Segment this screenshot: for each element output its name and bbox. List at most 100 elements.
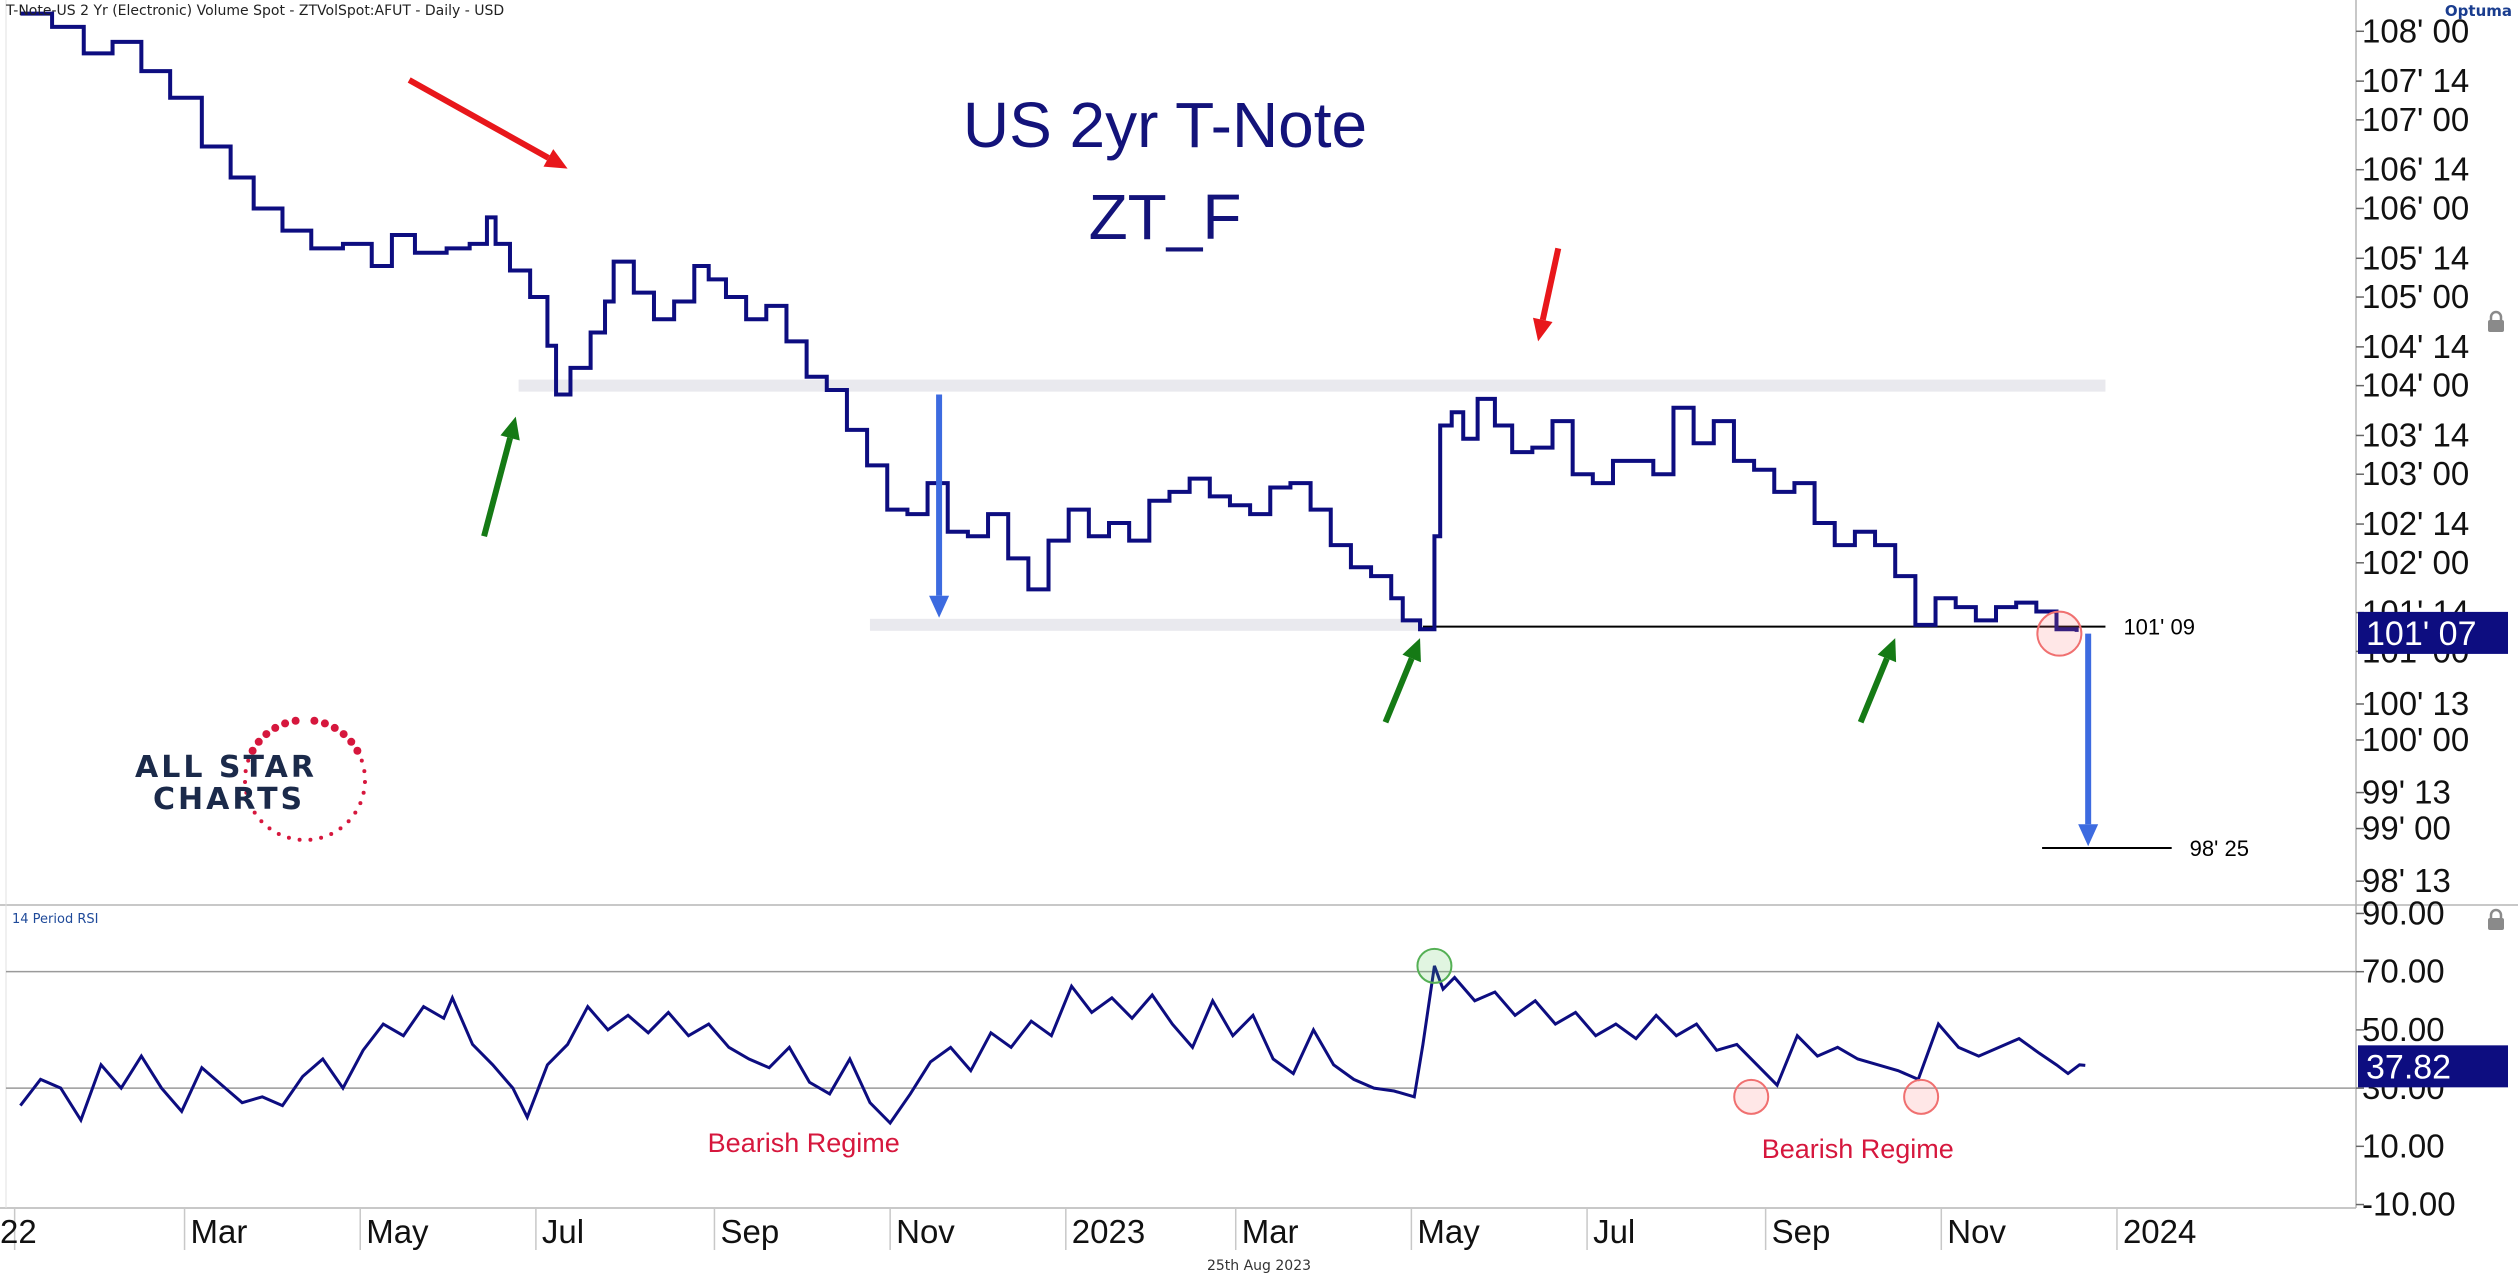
price-tick-label: 102' 00 — [2362, 544, 2469, 581]
chart-subtitle: ZT_F — [1088, 181, 1242, 253]
price-tick-label: 104' 14 — [2362, 328, 2469, 365]
chart-title: US 2yr T-Note — [962, 89, 1368, 161]
time-tick-label: 2024 — [2123, 1213, 2196, 1250]
brand-star — [347, 737, 356, 746]
brand-star — [246, 758, 251, 763]
time-tick-label: Sep — [1772, 1213, 1831, 1250]
green-arrow-head — [1402, 638, 1421, 663]
brand-star — [339, 730, 348, 739]
brand-star — [297, 837, 302, 842]
lock-icon[interactable] — [2488, 908, 2504, 930]
brand-star — [291, 716, 300, 725]
red-arrow-head — [543, 149, 568, 169]
price-tick-label: 106' 00 — [2362, 189, 2469, 226]
time-tick-label: Sep — [720, 1213, 779, 1250]
brand-star — [248, 746, 257, 755]
time-tick-label: May — [1417, 1213, 1480, 1250]
provider-logo: Optuma — [2444, 2, 2512, 20]
brand-star — [286, 835, 291, 840]
blue-arrow-head — [2078, 824, 2099, 847]
brand-star — [362, 769, 367, 774]
time-tick-label: 2023 — [1072, 1213, 1145, 1250]
rsi-panel-label: 14 Period RSI — [12, 912, 99, 927]
time-tick-label: May — [366, 1213, 429, 1250]
red-arrow-shaft — [407, 77, 550, 161]
green-arrow-head — [500, 416, 520, 441]
bearish-regime-label: Bearish Regime — [708, 1128, 900, 1158]
price-tick-label: 98' 13 — [2362, 862, 2451, 899]
price-tick-label: 100' 13 — [2362, 685, 2469, 722]
price-tick-label: 107' 00 — [2362, 101, 2469, 138]
sr-zone — [518, 379, 2106, 392]
brand-star — [346, 819, 351, 824]
brand-star — [358, 801, 363, 806]
brand-star — [254, 737, 263, 746]
annotation-arrows — [407, 77, 2099, 847]
price-tick-label: 108' 00 — [2362, 12, 2469, 49]
support-resistance-zones — [518, 379, 2106, 631]
brand-star — [329, 831, 334, 836]
green-arrow-shaft — [1382, 657, 1415, 724]
annotation-circles — [2036, 610, 2083, 657]
footer-date: 25th Aug 2023 — [1206, 1258, 1312, 1274]
rsi-tick-label: 10.00 — [2362, 1127, 2445, 1164]
price-series — [20, 11, 2079, 632]
current-value-box — [2358, 1045, 2508, 1088]
current-value-label: 37.82 — [2366, 1048, 2451, 1086]
rsi-highlight-circle — [1416, 947, 1453, 984]
horizontal-levels: 101' 09 98' 25 — [1422, 615, 2249, 861]
rsi-tick-label: 50.00 — [2362, 1011, 2445, 1048]
brand-star — [330, 723, 339, 732]
price-tick-label: 103' 00 — [2362, 455, 2469, 492]
rsi-tick-label: 70.00 — [2362, 953, 2445, 990]
brand-star — [259, 819, 264, 824]
time-tick-label: Nov — [896, 1213, 955, 1250]
time-tick-label: Nov — [1947, 1213, 2006, 1250]
brand-star — [243, 769, 248, 774]
brand-star — [359, 758, 364, 763]
time-tick-label: Mar — [1242, 1213, 1299, 1250]
price-tick-label: 105' 00 — [2362, 278, 2469, 315]
brand-star — [244, 790, 249, 795]
rsi-tick-label: -10.00 — [2362, 1186, 2456, 1223]
price-line — [20, 11, 2079, 632]
current-value-box — [2358, 611, 2508, 654]
brand-star — [353, 746, 362, 755]
time-tick-label: Jul — [542, 1213, 584, 1250]
brand-star — [319, 835, 324, 840]
brand-logo-text: ALL STAR CHARTS — [135, 752, 317, 816]
brand-star — [353, 810, 358, 815]
price-tick-label: 106' 14 — [2362, 151, 2469, 188]
current-value-labels: 101' 07 37.82 — [2358, 611, 2508, 1088]
brand-star — [247, 801, 252, 806]
brand-star — [271, 723, 280, 732]
rsi-series — [19, 947, 2086, 1126]
price-tick-label: 105' 14 — [2362, 239, 2469, 276]
brand-star — [262, 730, 271, 739]
rsi-reference-lines — [6, 970, 2356, 1089]
brand-star — [361, 790, 366, 795]
brand-line-2: CHARTS — [153, 782, 306, 817]
price-tick-label: 107' 14 — [2362, 62, 2469, 99]
lock-icon[interactable] — [2488, 310, 2504, 332]
level-label: 98' 25 — [2190, 836, 2249, 861]
sr-zone — [869, 618, 1423, 631]
price-tick-label: 102' 14 — [2362, 505, 2469, 542]
price-tick-label: 99' 13 — [2362, 774, 2451, 811]
green-arrow-head — [1877, 638, 1897, 663]
brand-line-1: ALL STAR — [135, 750, 317, 785]
instrument-header: T-Note-US 2 Yr (Electronic) Volume Spot … — [6, 3, 505, 19]
time-tick-label: Jul — [1593, 1213, 1635, 1250]
bearish-regime-label: Bearish Regime — [1762, 1134, 1954, 1164]
current-value-label: 101' 07 — [2366, 615, 2476, 653]
red-arrow-head — [1532, 317, 1553, 342]
brand-star — [308, 837, 313, 842]
brand-star — [267, 826, 272, 831]
highlight-circle — [2036, 610, 2083, 657]
level-label: 101' 09 — [2123, 615, 2195, 640]
brand-star — [362, 779, 367, 784]
rsi-line — [19, 965, 2086, 1126]
time-axis-ticks: 22 Mar May Jul Sep Nov 2023 Mar May Jul Sep Nov 2024 — [0, 1208, 2196, 1250]
